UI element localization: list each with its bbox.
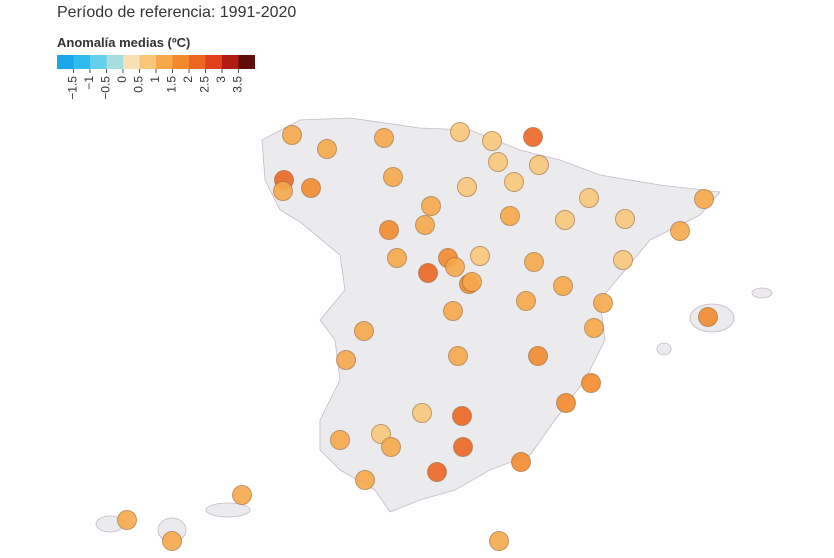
station-point: [524, 252, 544, 272]
legend-swatch: [73, 55, 90, 69]
station-point: [415, 215, 435, 235]
legend-title: Anomalía medias (ºC): [57, 35, 190, 50]
legend-tick-label: 0.5: [132, 76, 146, 93]
station-point: [556, 393, 576, 413]
legend-swatch: [222, 55, 239, 69]
station-point: [232, 485, 252, 505]
ibiza: [656, 342, 672, 356]
legend-swatch: [172, 55, 189, 69]
legend-tick-label: −1.5: [66, 76, 80, 100]
station-point: [579, 188, 599, 208]
legend-swatch: [205, 55, 222, 69]
station-point: [162, 531, 182, 551]
station-point: [383, 167, 403, 187]
station-point: [453, 437, 473, 457]
menorca: [751, 287, 773, 299]
legend-tick-label: 3.5: [231, 76, 245, 93]
station-point: [516, 291, 536, 311]
station-point: [374, 128, 394, 148]
station-point: [379, 220, 399, 240]
canary-east: [205, 502, 251, 518]
peninsula: [261, 117, 721, 513]
station-point: [593, 293, 613, 313]
station-point: [615, 209, 635, 229]
station-point: [553, 276, 573, 296]
station-point: [529, 155, 549, 175]
legend-tick-label: 0: [115, 76, 129, 83]
station-point: [500, 206, 520, 226]
legend-tick-label: −1: [82, 76, 96, 90]
station-point: [387, 248, 407, 268]
station-point: [457, 177, 477, 197]
legend-swatch: [90, 55, 107, 69]
station-point: [470, 246, 490, 266]
legend-swatch: [139, 55, 156, 69]
station-point: [584, 318, 604, 338]
subtitle: Período de referencia: 1991-2020: [57, 4, 296, 21]
legend-tick-label: 1.5: [165, 76, 179, 93]
station-point: [301, 178, 321, 198]
legend-tick-label: 2: [181, 76, 195, 83]
station-point: [273, 181, 293, 201]
station-point: [381, 437, 401, 457]
station-point: [421, 196, 441, 216]
station-point: [504, 172, 524, 192]
legend: −1.5 −1 −0.5 0 0.5 1 1.5 2 2.5 3 3.5: [57, 55, 255, 100]
legend-tick-label: 2.5: [198, 76, 212, 93]
basemap: [95, 117, 773, 543]
legend-swatch: [123, 55, 140, 69]
station-point: [613, 250, 633, 270]
stations: [117, 122, 718, 551]
legend-tick-label: 1: [148, 76, 162, 83]
station-point: [355, 470, 375, 490]
station-point: [117, 510, 137, 530]
station-point: [448, 346, 468, 366]
station-point: [336, 350, 356, 370]
station-point: [511, 452, 531, 472]
station-point: [698, 307, 718, 327]
station-point: [418, 263, 438, 283]
station-point: [489, 531, 509, 551]
legend-tick-label: 3: [214, 76, 228, 83]
station-point: [450, 122, 470, 142]
legend-tick-label: −0.5: [99, 76, 113, 100]
legend-swatch: [238, 55, 255, 69]
station-point: [694, 189, 714, 209]
station-point: [581, 373, 601, 393]
legend-swatch: [57, 55, 74, 69]
station-point: [427, 462, 447, 482]
station-point: [555, 210, 575, 230]
station-point: [445, 257, 465, 277]
station-point: [452, 406, 472, 426]
station-point: [482, 131, 502, 151]
station-point: [523, 127, 543, 147]
station-point: [317, 139, 337, 159]
legend-swatch: [156, 55, 173, 69]
legend-swatch: [189, 55, 206, 69]
station-point: [528, 346, 548, 366]
station-point: [282, 125, 302, 145]
station-point: [354, 321, 374, 341]
station-point: [412, 403, 432, 423]
station-point: [330, 430, 350, 450]
station-point: [488, 152, 508, 172]
station-point: [462, 272, 482, 292]
station-point: [443, 301, 463, 321]
station-point: [670, 221, 690, 241]
legend-swatch: [106, 55, 123, 69]
